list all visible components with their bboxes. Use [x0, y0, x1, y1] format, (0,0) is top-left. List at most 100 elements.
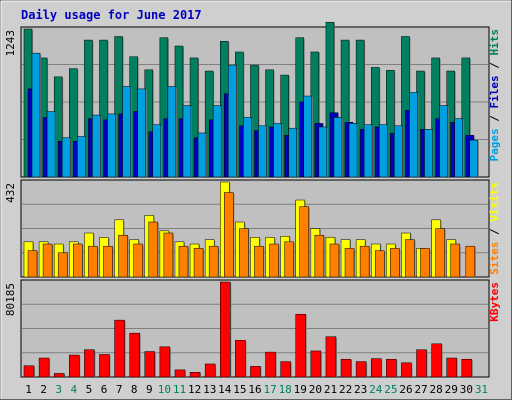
bar-sites [314, 234, 325, 278]
max-label-visits-sites: 432 [4, 183, 17, 203]
bar-kbytes [38, 357, 50, 378]
bar-pages [454, 118, 463, 178]
bar-kbytes [340, 358, 352, 378]
bar-sites [465, 245, 476, 278]
day-label: 16 [248, 383, 261, 396]
bar-kbytes [174, 369, 186, 378]
day-label: 25 [384, 383, 397, 396]
bar-sites [88, 245, 98, 278]
bar-kbytes [114, 319, 125, 378]
bar-pages [258, 125, 267, 178]
bar-kbytes [295, 313, 306, 378]
day-label: 28 [430, 383, 443, 396]
bar-pages [137, 88, 146, 178]
bar-kbytes [401, 362, 412, 378]
day-label: 17 [263, 383, 276, 396]
bar-sites [27, 250, 38, 278]
bar-kbytes [189, 372, 201, 378]
bar-kbytes [446, 357, 457, 378]
bar-sites [193, 248, 204, 278]
day-label: 9 [146, 383, 153, 396]
day-label: 18 [279, 383, 292, 396]
bar-pages [303, 95, 312, 178]
bar-kbytes [159, 346, 171, 378]
day-label: 20 [309, 383, 322, 396]
axis-label-part: Visits [488, 182, 501, 222]
bar-pages [363, 124, 373, 178]
day-label: 30 [460, 383, 473, 396]
bar-kbytes [69, 354, 80, 378]
bar-kbytes [280, 361, 291, 378]
bar-sites [73, 243, 83, 278]
bar-pages [333, 117, 343, 178]
bar-sites [239, 228, 249, 278]
day-label: 21 [324, 383, 337, 396]
bar-kbytes [265, 351, 276, 378]
bar-kbytes [355, 361, 367, 378]
bar-pages [469, 139, 479, 178]
day-label: 6 [101, 383, 108, 396]
day-label: 2 [40, 383, 47, 396]
day-label: 1 [25, 383, 32, 396]
bar-kbytes [325, 336, 337, 378]
bar-kbytes [235, 340, 246, 378]
axis-label-part: Files [488, 75, 501, 108]
bar-kbytes [250, 366, 261, 378]
day-label: 31 [475, 383, 488, 396]
bar-kbytes [310, 350, 322, 378]
bar-kbytes [99, 354, 110, 378]
day-label: 22 [339, 383, 352, 396]
bar-pages [212, 105, 222, 178]
bar-sites [329, 243, 340, 278]
bar-sites [405, 239, 415, 278]
bar-pages [394, 125, 403, 178]
max-label-hits-files-pages: 1243 [4, 30, 17, 57]
bar-pages [409, 92, 418, 178]
bar-pages [424, 129, 433, 178]
bar-pages [122, 86, 131, 178]
bar-kbytes [370, 358, 382, 378]
bar-kbytes [416, 349, 427, 378]
day-label: 5 [86, 383, 93, 396]
bar-pages [152, 124, 162, 178]
bar-sites [284, 241, 294, 278]
bar-sites [254, 245, 264, 278]
chart-title: Daily usage for June 2017 [21, 8, 202, 22]
bar-kbytes [386, 358, 397, 378]
bar-kbytes [220, 281, 231, 378]
bar-sites [133, 243, 143, 278]
axis-label-part: KBytes [488, 282, 501, 322]
bar-pages [77, 136, 86, 178]
bar-pages [167, 86, 177, 178]
bar-kbytes [129, 332, 140, 378]
bar-kbytes [53, 373, 65, 378]
day-label: 4 [71, 383, 78, 396]
axis-label-hits-files-pages: Pages / Files / Hits [488, 29, 501, 162]
day-label: 23 [354, 383, 367, 396]
bar-kbytes [84, 349, 95, 378]
bar-pages [288, 127, 297, 178]
day-label: 19 [294, 383, 307, 396]
axis-label-kbytes: KBytes [488, 282, 501, 322]
bar-pages [31, 52, 41, 178]
bar-sites [390, 248, 400, 278]
bar-sites [299, 206, 309, 278]
bar-sites [42, 243, 53, 278]
bar-sites [103, 245, 113, 278]
axis-label-part: Pages [488, 128, 501, 161]
bar-pages [107, 113, 116, 178]
day-label: 27 [414, 383, 427, 396]
bar-pages [243, 117, 252, 178]
bar-pages [182, 105, 192, 178]
bar-sites [269, 243, 279, 278]
bar-sites [450, 243, 460, 278]
bar-pages [46, 111, 56, 178]
bar-sites [178, 245, 189, 278]
axis-label-visits-sites: Sites / Visits [488, 182, 501, 275]
bar-pages [378, 124, 388, 178]
bar-pages [273, 123, 282, 178]
day-label: 13 [203, 383, 216, 396]
axis-label-part: / [488, 222, 501, 242]
